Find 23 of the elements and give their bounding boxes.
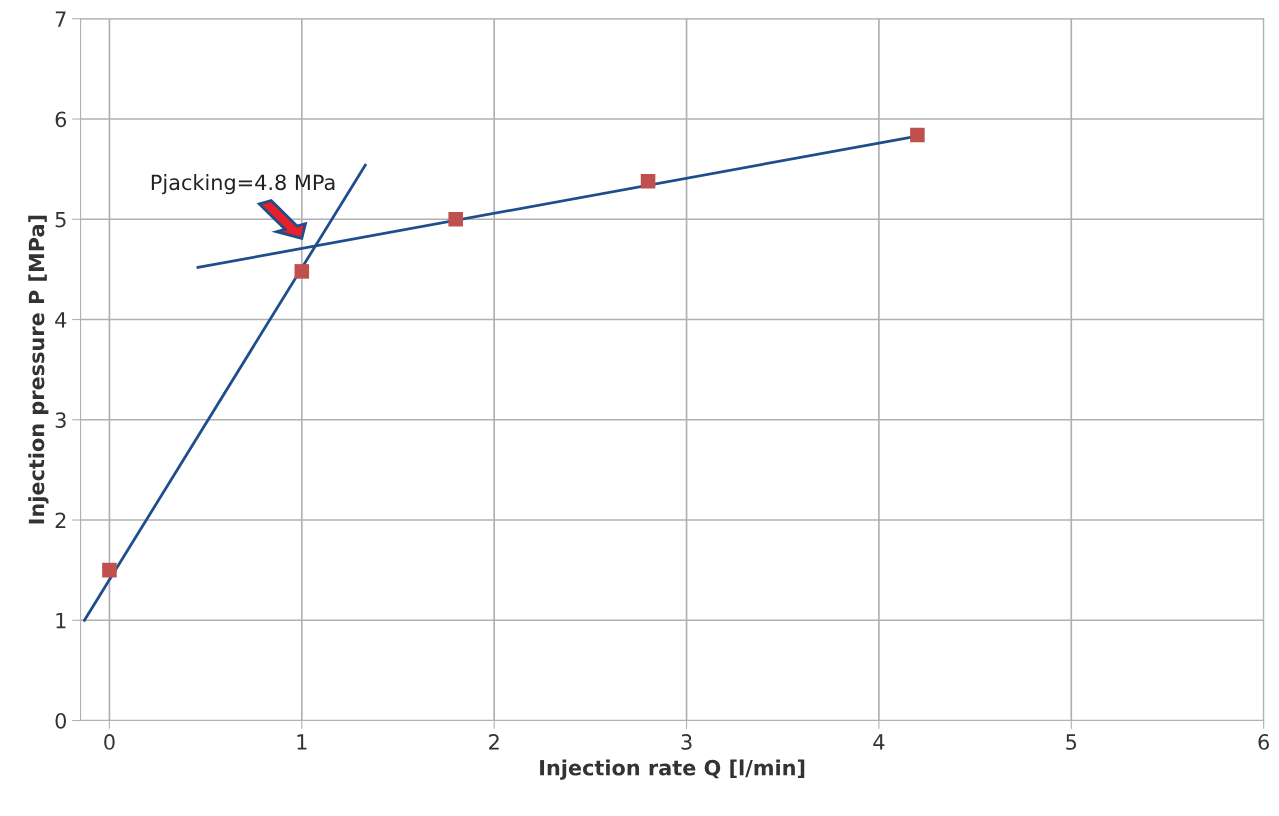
point xyxy=(910,127,925,143)
y-tick-label: 1 xyxy=(56,613,66,629)
y-tick-label: 7 xyxy=(55,11,66,27)
point xyxy=(102,562,117,578)
y-tick-label: 6 xyxy=(55,111,67,128)
y-tick-label: 3 xyxy=(55,412,66,428)
annotation: Pjacking=4.8 MPa xyxy=(151,174,335,195)
point xyxy=(294,264,310,279)
x-tick-label: 1 xyxy=(297,734,307,750)
x-tick-label: 0 xyxy=(104,734,115,750)
x-axis-title: Injection rate Q [l/min] xyxy=(540,759,805,780)
x-tick-label: 3 xyxy=(681,734,692,750)
x-tick-label: 2 xyxy=(489,734,499,750)
point xyxy=(448,211,463,227)
y-axis-title: Injection pressure P [MPa] xyxy=(28,215,49,524)
x-tick-label: 6 xyxy=(1258,734,1269,750)
x-tick-label: 5 xyxy=(1066,734,1077,750)
y-tick-label: 5 xyxy=(55,212,66,228)
y-tick-label: 4 xyxy=(55,312,67,328)
point xyxy=(640,173,656,189)
x-tick-label: 4 xyxy=(873,734,885,750)
y-tick-label: 0 xyxy=(55,712,66,729)
y-tick-label: 2 xyxy=(55,512,66,528)
